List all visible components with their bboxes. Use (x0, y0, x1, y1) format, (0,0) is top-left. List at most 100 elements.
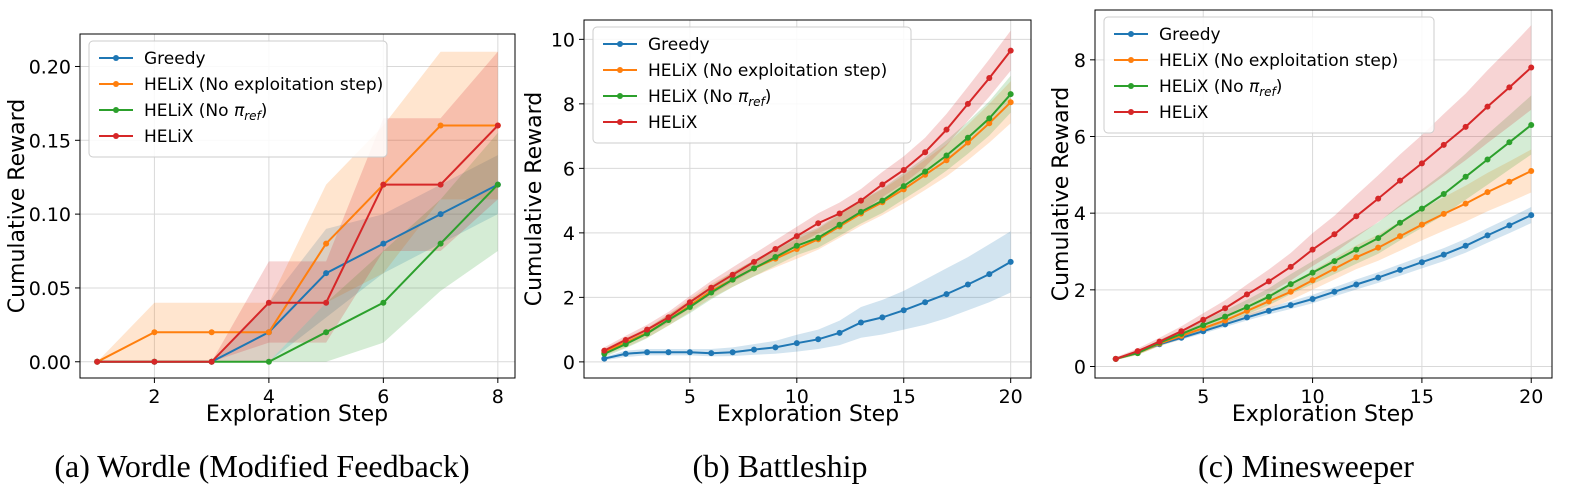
point-helix (922, 149, 929, 156)
y-tick-label: 0 (1074, 357, 1086, 379)
point-greedy (922, 299, 929, 306)
legend: Greedy HELiX (No exploitation step) HELiX … (88, 40, 388, 158)
point-greedy (686, 349, 693, 356)
point-helix (1156, 338, 1163, 345)
point-no_ref (1309, 269, 1316, 276)
point-greedy (1397, 266, 1404, 273)
point-no_exploit (1462, 200, 1469, 207)
line-greedy (1115, 214, 1532, 360)
band-no_exploit (97, 51, 498, 362)
x-tick-label: 8 (492, 386, 504, 408)
y-tick-label: 4 (1074, 203, 1086, 225)
point-greedy (1265, 307, 1272, 314)
x-tick-label: 6 (377, 386, 389, 408)
legend-label-greedy: Greedy (144, 49, 206, 69)
point-greedy (1462, 242, 1469, 249)
point-no_ref (900, 183, 907, 190)
point-greedy (1506, 222, 1513, 229)
point-no_exploit (1440, 210, 1447, 217)
y-axis-label: Cumulative Reward (522, 92, 547, 307)
point-no_ref (793, 242, 800, 249)
point-helix (815, 220, 822, 227)
point-greedy (1484, 232, 1491, 239)
point-no_exploit (265, 329, 272, 336)
point-greedy (1287, 302, 1294, 309)
x-axis-label: Exploration Step (1232, 402, 1414, 427)
point-no_ref (857, 208, 864, 215)
line-no_ref (603, 93, 1012, 355)
chart-wordle: 2 4 6 8 0.00 0.05 0.10 0.15 0.20 Exploration Step… (5, 33, 516, 427)
point-greedy (323, 270, 330, 277)
point-greedy (1331, 288, 1338, 295)
legend-marker-greedy (113, 55, 119, 61)
point-no_exploit (1287, 288, 1294, 295)
y-axis-label: Cumulative Reward (1049, 87, 1074, 302)
legend-marker-no_exploit (113, 81, 119, 87)
point-greedy (836, 329, 843, 336)
y-tick-label: 0.15 (29, 130, 71, 152)
y-tick-label: 6 (1074, 127, 1086, 149)
point-helix (772, 245, 779, 252)
point-no_ref (708, 289, 715, 296)
y-tick-label: 2 (563, 287, 575, 309)
point-no_exploit (323, 240, 330, 247)
point-helix (601, 347, 608, 354)
legend-marker-helix (113, 133, 119, 139)
point-no_exploit (1309, 277, 1316, 284)
point-no_exploit (1353, 254, 1360, 261)
point-helix (686, 299, 693, 306)
point-greedy (665, 349, 672, 356)
point-helix (900, 166, 907, 173)
point-no_ref (1200, 322, 1207, 329)
point-helix (208, 358, 215, 365)
caption-battleship: (b) Battleship (692, 448, 868, 484)
series-no_ref (601, 91, 1014, 357)
point-no_exploit (1506, 178, 1513, 185)
legend-box (88, 40, 388, 158)
point-helix (857, 197, 864, 204)
point-no_ref (964, 134, 971, 141)
x-axis-label: Exploration Step (206, 402, 388, 427)
point-helix (494, 122, 501, 129)
x-tick-label: 20 (999, 386, 1023, 408)
legend-marker-no_ref (1128, 83, 1134, 89)
point-helix (94, 358, 101, 365)
point-helix (986, 75, 993, 82)
legend: Greedy HELiX (No exploitation step) HELiX … (1103, 16, 1435, 134)
point-no_ref (1506, 139, 1513, 146)
point-no_ref (1287, 281, 1294, 288)
point-no_ref (1484, 156, 1491, 163)
axes-frame (1094, 9, 1553, 379)
x-tick-label: 10 (1300, 386, 1324, 408)
y-tick-label: 8 (563, 94, 575, 116)
x-tick-label: 10 (785, 386, 809, 408)
point-helix (1287, 263, 1294, 270)
series-helix (94, 122, 501, 365)
point-helix (1418, 160, 1425, 167)
point-helix (1200, 316, 1207, 323)
legend-box (1103, 16, 1435, 134)
x-tick-label: 4 (263, 386, 275, 408)
point-no_ref (1528, 122, 1535, 128)
point-helix (708, 284, 715, 291)
point-greedy (964, 281, 971, 288)
point-helix (265, 299, 272, 306)
point-no_ref (622, 341, 629, 348)
point-helix (964, 100, 971, 107)
point-no_ref (772, 254, 779, 261)
point-greedy (1243, 314, 1250, 321)
line-helix (1115, 66, 1532, 360)
point-greedy (879, 314, 886, 321)
point-no_exploit (1265, 298, 1272, 305)
point-helix (1112, 355, 1119, 362)
legend-marker-greedy (617, 41, 623, 47)
legend-marker-no_ref (113, 107, 119, 113)
point-greedy (751, 346, 758, 353)
point-greedy (380, 240, 387, 247)
point-greedy (1440, 251, 1447, 258)
point-helix (151, 358, 158, 365)
line-no_exploit (1115, 170, 1532, 360)
point-greedy (1007, 258, 1014, 265)
legend-marker-greedy (1128, 31, 1134, 37)
